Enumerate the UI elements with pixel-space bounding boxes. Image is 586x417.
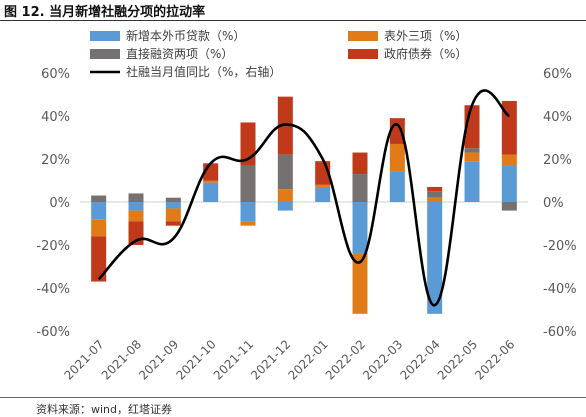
x-category-label: 2021-07 bbox=[61, 337, 106, 382]
bar-segment bbox=[240, 165, 256, 202]
y-right-tick-label: 20% bbox=[543, 153, 572, 168]
x-category-label: 2021-10 bbox=[173, 337, 218, 382]
bar-segment bbox=[203, 180, 219, 183]
y-right-tick-label: -40% bbox=[543, 282, 577, 297]
legend-swatch bbox=[348, 31, 378, 41]
bar-segment bbox=[128, 202, 144, 211]
bar-segment bbox=[427, 197, 443, 202]
bar-segment bbox=[240, 221, 256, 226]
x-category-label: 2021-11 bbox=[211, 337, 256, 382]
bar-segment bbox=[91, 219, 107, 237]
y-right-tick-label: 60% bbox=[543, 67, 572, 82]
bar-segment bbox=[315, 184, 331, 187]
source-note: 资料来源：wind，红塔证券 bbox=[36, 403, 173, 416]
bar-segment bbox=[352, 152, 368, 175]
x-category-label: 2022-02 bbox=[323, 337, 368, 382]
x-category-label: 2022-04 bbox=[397, 337, 442, 382]
bar-segment bbox=[128, 210, 144, 222]
bar-segment bbox=[240, 122, 256, 166]
y-right-tick-label: 0% bbox=[543, 196, 564, 211]
x-category-label: 2022-05 bbox=[435, 337, 480, 382]
bar-segment bbox=[91, 236, 107, 282]
legend-label: 直接融资两项（%） bbox=[126, 46, 233, 61]
y-left-tick-label: -20% bbox=[36, 239, 70, 254]
bar-segment bbox=[464, 161, 480, 202]
x-category-label: 2021-08 bbox=[99, 337, 144, 382]
bar-segment bbox=[501, 165, 517, 202]
legend-swatch bbox=[90, 49, 120, 59]
bar-segment bbox=[352, 174, 368, 202]
y-left-tick-label: -60% bbox=[36, 325, 70, 340]
legend-swatch bbox=[348, 49, 378, 59]
y-left-tick-label: 0% bbox=[49, 196, 70, 211]
x-category-label: 2022-06 bbox=[472, 337, 517, 382]
bar-segment bbox=[203, 182, 219, 202]
bar-segment bbox=[352, 202, 368, 254]
bar-segment bbox=[277, 202, 293, 211]
bar-segment bbox=[389, 143, 405, 172]
y-right-tick-label: -20% bbox=[543, 239, 577, 254]
bar-segment bbox=[165, 208, 181, 222]
bar-segment bbox=[165, 197, 181, 202]
bar-segment bbox=[501, 202, 517, 211]
y-right-tick-label: 40% bbox=[543, 110, 572, 125]
x-category-label: 2022-01 bbox=[285, 337, 330, 382]
bar-segment bbox=[464, 152, 480, 162]
bar-segment bbox=[464, 148, 480, 153]
bar-segment bbox=[128, 193, 144, 202]
bar-segment bbox=[427, 202, 443, 314]
y-left-tick-label: 60% bbox=[41, 67, 70, 82]
y-right-tick-label: -60% bbox=[543, 325, 577, 340]
line-series-yoy bbox=[97, 89, 511, 307]
bar-segment bbox=[165, 221, 181, 226]
legend-swatch bbox=[90, 31, 120, 41]
y-left-tick-label: 20% bbox=[41, 153, 70, 168]
legend-label: 政府债券（%） bbox=[384, 46, 467, 61]
figure-title: 图 12. 当月新增社融分项的拉动率 bbox=[4, 5, 206, 20]
bar-segment bbox=[352, 253, 368, 314]
bar-segment bbox=[315, 186, 331, 202]
legend-label: 社融当月值同比（%，右轴） bbox=[126, 64, 281, 79]
legend-label: 表外三项（%） bbox=[384, 29, 467, 43]
x-category-label: 2021-09 bbox=[136, 337, 181, 382]
legend-label: 新增本外币贷款（%） bbox=[126, 28, 245, 43]
bar-segment bbox=[501, 154, 517, 166]
title-divider bbox=[0, 20, 586, 21]
bar-segment bbox=[165, 202, 181, 209]
bar-segment bbox=[91, 202, 107, 220]
source-divider bbox=[0, 397, 586, 398]
bar-segment bbox=[91, 195, 107, 202]
y-left-tick-label: -40% bbox=[36, 282, 70, 297]
bar-segment bbox=[277, 189, 293, 202]
x-category-label: 2021-12 bbox=[248, 337, 293, 382]
bar-segment bbox=[427, 191, 443, 198]
y-left-tick-label: 40% bbox=[41, 110, 70, 125]
bar-segment bbox=[277, 154, 293, 190]
bar-segment bbox=[240, 202, 256, 222]
x-category-label: 2022-03 bbox=[360, 337, 405, 382]
bar-segment bbox=[427, 186, 443, 192]
bar-segment bbox=[389, 171, 405, 202]
